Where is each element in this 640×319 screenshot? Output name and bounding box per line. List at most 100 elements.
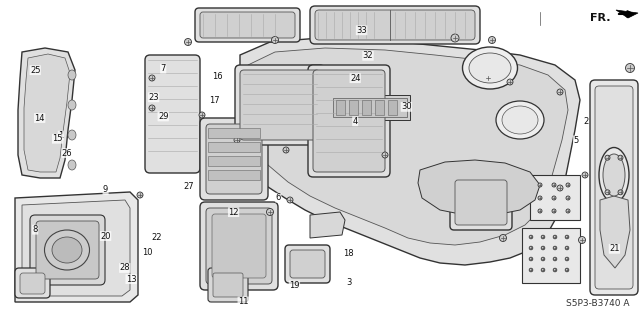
FancyBboxPatch shape xyxy=(240,70,320,140)
Ellipse shape xyxy=(463,47,518,89)
Ellipse shape xyxy=(529,235,532,239)
Ellipse shape xyxy=(552,196,556,200)
Text: 12: 12 xyxy=(228,208,239,217)
Ellipse shape xyxy=(599,147,629,203)
Text: 9: 9 xyxy=(103,185,108,194)
Ellipse shape xyxy=(553,257,557,261)
Bar xyxy=(362,100,371,115)
Ellipse shape xyxy=(553,246,557,250)
Ellipse shape xyxy=(149,75,155,81)
Ellipse shape xyxy=(566,196,570,200)
Ellipse shape xyxy=(618,190,623,195)
FancyBboxPatch shape xyxy=(15,268,50,298)
FancyBboxPatch shape xyxy=(206,124,262,194)
Ellipse shape xyxy=(565,257,569,261)
Text: 3: 3 xyxy=(346,278,351,287)
Ellipse shape xyxy=(45,230,90,270)
Text: 20: 20 xyxy=(100,232,111,241)
Polygon shape xyxy=(418,160,540,215)
Ellipse shape xyxy=(552,209,556,213)
Ellipse shape xyxy=(565,246,569,250)
Text: 10: 10 xyxy=(142,248,152,256)
Bar xyxy=(208,156,260,166)
Ellipse shape xyxy=(68,160,76,170)
Text: 23: 23 xyxy=(148,93,159,102)
Ellipse shape xyxy=(149,105,155,111)
Ellipse shape xyxy=(184,39,191,46)
Text: 24: 24 xyxy=(350,74,360,83)
Ellipse shape xyxy=(451,34,459,42)
FancyBboxPatch shape xyxy=(145,55,200,173)
Bar xyxy=(530,175,580,220)
FancyBboxPatch shape xyxy=(212,214,266,278)
Polygon shape xyxy=(18,48,75,178)
Ellipse shape xyxy=(68,70,76,80)
Bar xyxy=(349,100,358,115)
Ellipse shape xyxy=(529,268,532,272)
Ellipse shape xyxy=(507,79,513,85)
Text: 5: 5 xyxy=(573,136,579,145)
Text: 17: 17 xyxy=(209,96,220,105)
Text: 8: 8 xyxy=(33,225,38,234)
Ellipse shape xyxy=(565,235,569,239)
Ellipse shape xyxy=(553,235,557,239)
Ellipse shape xyxy=(553,268,557,272)
Ellipse shape xyxy=(271,36,278,43)
FancyBboxPatch shape xyxy=(208,268,248,302)
Ellipse shape xyxy=(199,112,205,118)
Ellipse shape xyxy=(541,246,545,250)
Polygon shape xyxy=(246,48,568,245)
Polygon shape xyxy=(616,10,638,18)
FancyBboxPatch shape xyxy=(30,215,105,285)
Ellipse shape xyxy=(469,53,511,83)
Ellipse shape xyxy=(618,155,623,160)
Text: 6: 6 xyxy=(276,193,281,202)
Text: 27: 27 xyxy=(184,182,194,191)
Text: 32: 32 xyxy=(363,51,373,60)
FancyBboxPatch shape xyxy=(290,250,325,278)
Polygon shape xyxy=(310,212,345,238)
Text: 26: 26 xyxy=(62,149,72,158)
Text: 1: 1 xyxy=(58,131,63,140)
Ellipse shape xyxy=(287,197,293,203)
Ellipse shape xyxy=(484,75,492,81)
Bar xyxy=(375,100,384,115)
Ellipse shape xyxy=(538,196,542,200)
Ellipse shape xyxy=(625,63,634,72)
Ellipse shape xyxy=(499,234,506,241)
FancyBboxPatch shape xyxy=(200,118,268,200)
Ellipse shape xyxy=(541,235,545,239)
Text: 7: 7 xyxy=(161,64,166,73)
Ellipse shape xyxy=(488,36,495,43)
Text: 15: 15 xyxy=(52,134,63,143)
Bar xyxy=(208,128,260,138)
FancyBboxPatch shape xyxy=(313,70,385,172)
Ellipse shape xyxy=(552,183,556,187)
FancyBboxPatch shape xyxy=(590,80,638,295)
Bar xyxy=(388,100,397,115)
Text: 21: 21 xyxy=(609,244,620,253)
Text: 2: 2 xyxy=(583,117,588,126)
FancyBboxPatch shape xyxy=(310,6,480,44)
Text: S5P3-B3740 A: S5P3-B3740 A xyxy=(566,299,630,308)
Polygon shape xyxy=(237,38,580,265)
FancyBboxPatch shape xyxy=(235,65,325,145)
Bar xyxy=(208,142,260,152)
Ellipse shape xyxy=(382,152,388,158)
FancyBboxPatch shape xyxy=(200,202,278,290)
Bar xyxy=(208,170,260,180)
Text: 13: 13 xyxy=(126,275,136,284)
Polygon shape xyxy=(600,196,630,268)
Ellipse shape xyxy=(566,183,570,187)
Text: 4: 4 xyxy=(353,117,358,126)
FancyBboxPatch shape xyxy=(213,273,243,297)
Ellipse shape xyxy=(557,89,563,95)
FancyBboxPatch shape xyxy=(450,175,512,230)
Bar xyxy=(333,98,407,117)
Ellipse shape xyxy=(538,183,542,187)
FancyBboxPatch shape xyxy=(308,65,390,177)
Ellipse shape xyxy=(529,246,532,250)
FancyBboxPatch shape xyxy=(285,245,330,283)
Bar xyxy=(522,228,580,283)
Bar xyxy=(330,95,410,120)
